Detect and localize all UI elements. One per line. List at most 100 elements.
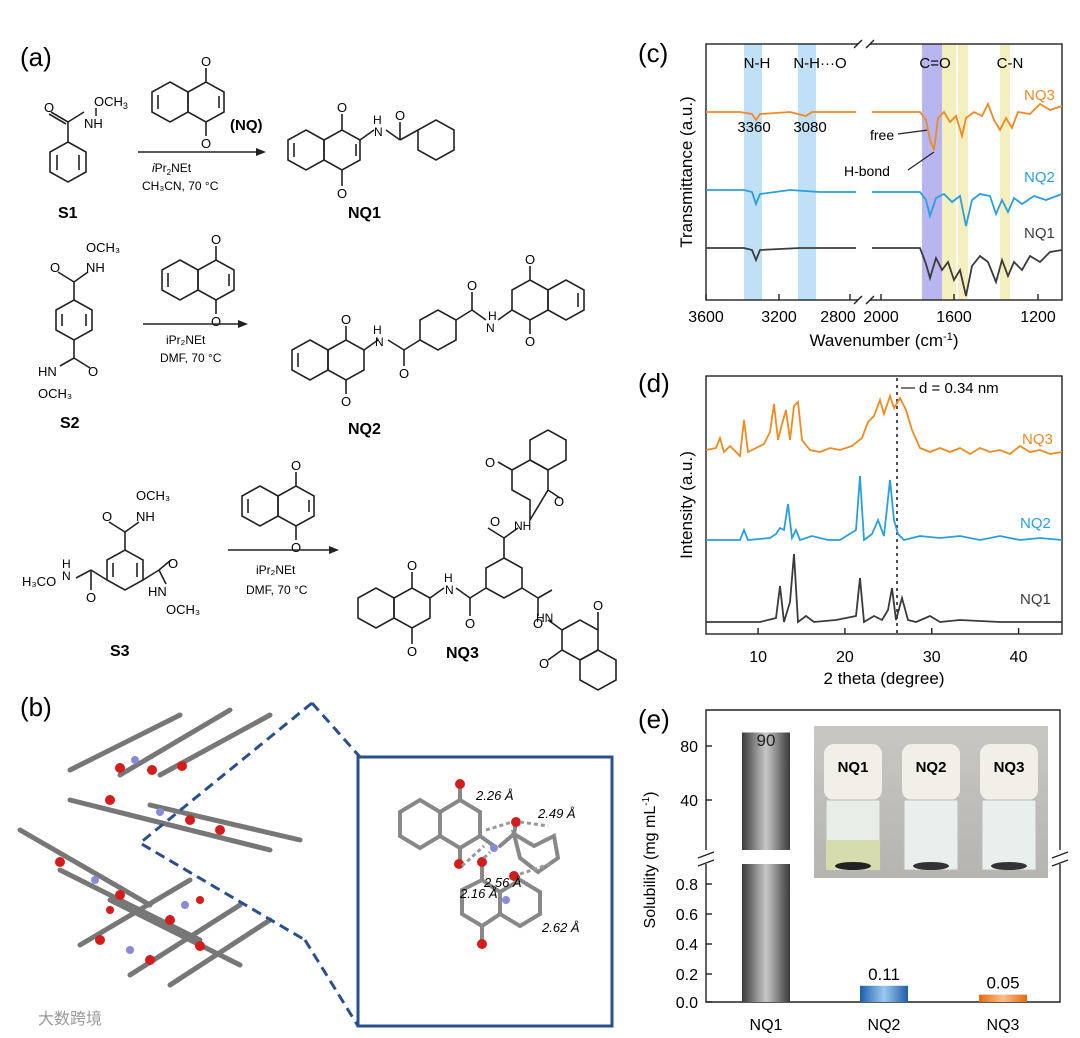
s3-hn-right: HN (148, 584, 167, 599)
zoom-inset-box (356, 755, 614, 1028)
ir-legend-nq3: NQ3 (1024, 87, 1055, 104)
panel-a-label: (a) (20, 42, 52, 72)
ir-tick-1600: 1600 (936, 309, 972, 326)
ir-tick-2000: 2000 (863, 309, 899, 326)
xrd-annotation: d = 0.34 nm (901, 380, 999, 397)
ytick-0-4: 0.4 (676, 937, 698, 954)
ir-x-ticks (705, 294, 1039, 300)
nq3-structure (357, 429, 617, 691)
distance-262: 2.62 Å (541, 920, 580, 935)
nq1-o-amide: O (395, 108, 405, 123)
nq2-o4: O (467, 278, 477, 293)
s2-nh-top: NH (86, 260, 105, 275)
cn-band (1000, 44, 1010, 300)
arrow-3-base: iPr₂NEt (256, 563, 296, 577)
nq1-o-bottom: O (337, 186, 347, 201)
nq1-h: H (373, 113, 382, 127)
solubility-yticks (706, 745, 712, 1003)
xcat-nq2: NQ2 (868, 1017, 901, 1034)
s3-o-left: O (86, 590, 96, 605)
nq2-h1: H (373, 323, 382, 337)
ir-tick-2800: 2800 (820, 309, 856, 326)
nq3-o9: O (539, 656, 549, 671)
distance-249: 2.49 Å (537, 806, 576, 821)
ir-tick-1200: 1200 (1020, 309, 1056, 326)
s3-och3-top: OCH₃ (136, 488, 170, 503)
nq3-reagent-o-bottom: O (291, 540, 301, 555)
xrd-series-nq1 (706, 553, 1062, 624)
ytick-0-6: 0.6 (676, 907, 698, 924)
s3-label: S3 (110, 643, 130, 660)
s2-och3-top: OCH₃ (86, 240, 120, 255)
nq2-o5: O (525, 252, 535, 267)
xrd-tick-label: 30 (923, 649, 941, 666)
nq3-o2: O (485, 455, 495, 470)
crystal-nitrogen-atoms (91, 756, 189, 954)
ytick-0-2: 0.2 (676, 967, 698, 984)
arrow-1-head (256, 148, 266, 156)
s3-o-right: O (168, 556, 178, 571)
bar-value-nq3: 0.05 (986, 974, 1019, 993)
solubility-bars (742, 732, 1027, 1002)
ir-legend-nq1: NQ1 (1024, 225, 1055, 242)
panel-b: (b) (17, 692, 614, 1028)
ir-axes (705, 43, 1063, 301)
arrow-2-base: iPr₂NEt (166, 333, 206, 347)
nq3-o4: O (465, 616, 475, 631)
nq3-reagent-o-top: O (291, 458, 301, 473)
nq1-n: N (374, 125, 383, 139)
ytick-80: 80 (680, 739, 698, 756)
co-band-3 (958, 44, 968, 300)
ir-legend-nq2: NQ2 (1024, 169, 1055, 186)
nq2-h2: H (488, 309, 497, 323)
annot-free: free (870, 127, 894, 143)
ytick-0-8: 0.8 (676, 877, 698, 894)
nq2-o3: O (399, 366, 409, 381)
axis-break-symbols (697, 851, 1069, 867)
vials: NQ1 NQ2 NQ3 (824, 744, 1038, 871)
ir-series-nq1 (706, 247, 1063, 297)
nq2-n2: N (486, 321, 495, 335)
vial-label-nq1: NQ1 (838, 759, 869, 776)
nq-o-bottom: O (201, 136, 211, 151)
nq2-reagent-o-bottom: O (211, 314, 221, 329)
panel-c: (c) 3600 3200 2800 2000 1600 1200 Wavenu… (638, 38, 1063, 350)
bar-nq2 (860, 985, 908, 1002)
peak-3080: 3080 (793, 119, 826, 136)
nq2-n1: N (375, 335, 384, 349)
nq3-o5: O (407, 558, 417, 573)
nq1-o-top: O (337, 100, 347, 115)
ir-series-nq3 (706, 101, 1063, 151)
crystal-oxygen-atoms (55, 761, 225, 965)
ir-tick-3200: 3200 (761, 309, 797, 326)
bar-value-nq2: 0.11 (868, 965, 900, 984)
nq1-label: NQ1 (348, 205, 381, 222)
xrd-ylabel: Intensity (a.u.) (677, 451, 696, 559)
xrd-tick-label: 40 (1010, 649, 1028, 666)
axis-break-marks (853, 39, 875, 305)
nq2-label: NQ2 (348, 421, 381, 438)
nq2-structure (291, 266, 585, 394)
s2-label: S2 (60, 415, 80, 432)
s1-structure (48, 111, 87, 183)
xrd-spectra (705, 393, 1063, 624)
panel-e: (e) NQ1 NQ2 NQ3 (638, 704, 1069, 1034)
axis-break-gap (858, 38, 870, 306)
nq3-o7: O (533, 616, 543, 631)
nq3-o3: O (554, 494, 564, 509)
nq-reagent-structure (151, 68, 225, 136)
vial-nq2 (902, 744, 960, 871)
nh-band (744, 44, 762, 300)
s3-h-left: H (62, 557, 71, 571)
bar-nq3 (979, 994, 1027, 1002)
annot-free-arrow (897, 129, 929, 135)
arrow-1-base: iPr2NEt (152, 161, 192, 177)
watermark: 大数跨境 (38, 1009, 102, 1028)
nh-o-band (798, 44, 816, 300)
nq2-o1: O (341, 312, 351, 327)
s2-o-top: O (50, 260, 60, 275)
xrd-x-ticks: 10 20 30 40 (749, 628, 1028, 666)
band-label-cn: C-N (997, 55, 1024, 72)
co-band (922, 44, 942, 300)
